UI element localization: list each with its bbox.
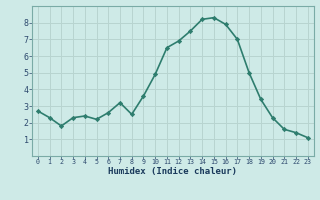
X-axis label: Humidex (Indice chaleur): Humidex (Indice chaleur) bbox=[108, 167, 237, 176]
